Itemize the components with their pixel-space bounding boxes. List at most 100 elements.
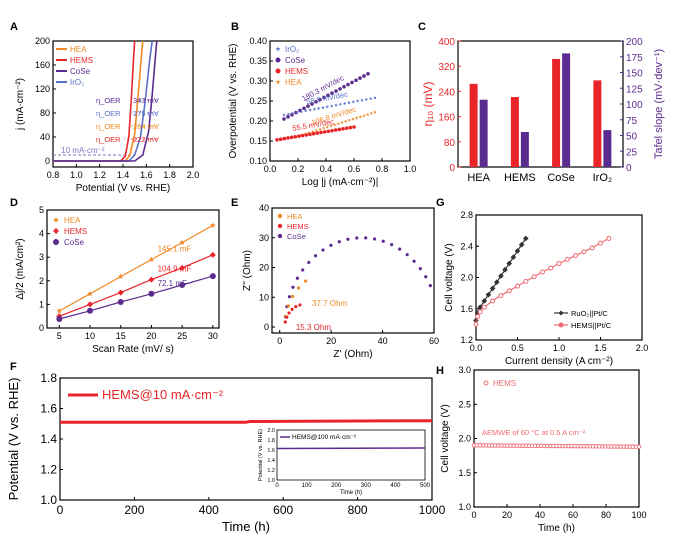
data-point [368,96,373,101]
data-point [405,253,409,257]
data-point [412,259,416,263]
plot-frame [46,209,220,329]
x-tick-label: 0.0 [264,164,277,174]
x-tick-label: 400 [390,483,401,489]
legend-label: HEMS [285,67,308,76]
y-tick-label: 0.15 [249,136,267,146]
series-line [60,419,433,424]
data-point [573,253,579,259]
data-point [477,304,483,310]
x-axis-label: Time (h) [538,523,575,534]
data-point [539,269,545,275]
y-tick-label: 1.6 [40,402,57,416]
x-tick-label: 200 [331,483,342,489]
legend-label: HEA [64,216,81,225]
legend-label: HEA [285,78,302,87]
series-line [59,275,214,320]
y-axis-label: Cell voltage (V) [440,404,451,472]
data-point [321,248,325,252]
data-point [489,285,496,292]
data-point [364,236,368,240]
y-tick-label: 125 [626,84,643,95]
data-point [493,279,500,285]
data-point [326,129,331,134]
data-point [285,315,289,319]
panel-h: 0 20 40 60 80 100 1.0 1.5 2.0 2.5 3.0 Time (h) Cell … [436,365,647,534]
data-point [303,109,308,113]
data-point [336,121,341,126]
x-axis-label: Current density (A cm⁻²) [505,356,613,367]
annotation-label: η_OER [96,96,121,105]
data-point [428,284,432,288]
x-axis-label: Scan Rate (mV/ s) [92,344,174,355]
data-point [329,243,333,247]
data-point [316,106,321,110]
y-tick-label: 1.2 [460,335,473,345]
bar [552,58,561,167]
annotation-label: η_OER [96,122,121,131]
y-tick-label: 200 [35,36,50,46]
data-point [287,311,291,315]
data-point [354,78,358,83]
x-tick-label: 0 [277,336,282,346]
data-point [286,304,291,308]
x-tick-label: 600 [273,503,293,517]
bar [593,80,602,167]
legend-marker [275,79,281,85]
data-point [424,275,428,279]
data-point [341,127,345,131]
data-point [315,131,320,135]
data-point [308,108,312,112]
slope-label: 72.1 mF [158,279,187,288]
legend-label: CoSe [287,232,306,241]
y-axis-label: Cell voltage (V) [444,243,455,311]
data-point [312,107,317,111]
data-point [342,101,347,105]
data-point [311,131,316,136]
inset-background [252,424,430,496]
legend-label: CoSe [285,56,306,65]
slope-label: 104.9 mF [158,265,192,274]
data-point [314,128,319,132]
data-point [209,251,216,258]
data-point [364,97,369,101]
data-point [290,307,294,311]
data-point [365,112,370,116]
y-tick-label: 2.5 [458,399,471,409]
x-tick-label: 30 [208,331,218,341]
data-point [498,292,504,298]
legend-marker [53,228,59,234]
data-point [308,132,312,137]
data-point [373,96,377,100]
y-axis-label: Potential (V vs. RHE) [6,378,21,501]
legend-label: CoSe [64,238,85,247]
x-tick-label: 0.4 [320,164,333,174]
legend-marker [275,68,281,74]
data-point [556,260,562,266]
data-point [148,256,155,262]
data-point [275,138,279,142]
x-tick-label: 400 [199,503,219,517]
panel-label: C [418,21,426,33]
data-point [477,309,483,315]
series-line [276,447,426,450]
panel-label: H [436,365,444,377]
y-tick-label: 1.0 [267,478,275,484]
data-point [523,235,529,242]
legend-label: HEMS@100 mA·cm⁻² [292,434,357,441]
data-point [56,316,63,323]
legend-label: HEA [287,212,302,221]
y-tick-label: 120 [35,84,50,94]
x-tick-label: IrO₂ [593,172,613,184]
y-tick-label: 80 [444,138,456,149]
bar [562,53,571,168]
y-tick-label: 3 [39,252,44,262]
data-point [481,304,487,310]
x-tick-label: 60 [568,510,578,520]
annotation-label: η_OER [96,109,121,118]
data-point [179,239,185,245]
annotation-text: AEMWE of 60 °C at 0.5 A cm⁻² [482,428,586,437]
y-tick-label: 1.8 [40,371,57,385]
data-point [344,126,349,131]
legend-marker [53,239,59,245]
